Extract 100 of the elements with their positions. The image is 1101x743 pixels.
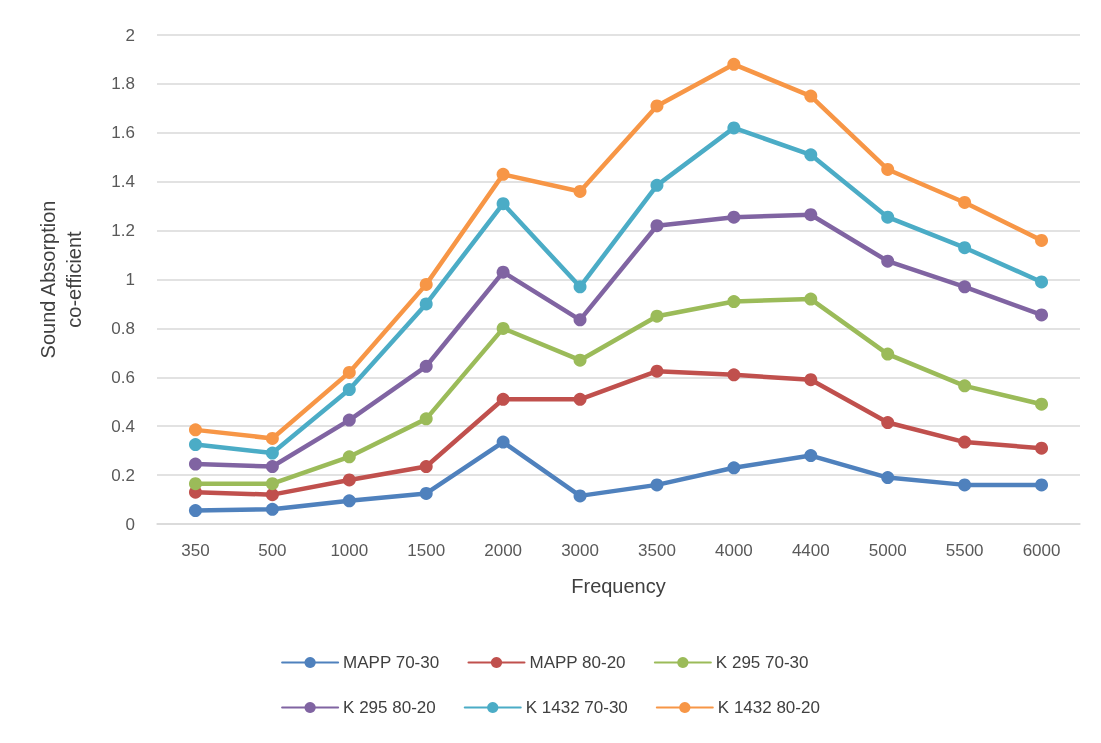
point xyxy=(727,295,741,308)
legend-label: MAPP 70-30 xyxy=(343,653,440,672)
point xyxy=(342,473,356,487)
point xyxy=(958,241,972,255)
point xyxy=(419,460,433,474)
legend-label: K 1432 70-30 xyxy=(525,698,628,717)
point xyxy=(419,277,433,291)
point xyxy=(804,208,818,222)
x-axis-title: Frequency xyxy=(571,575,666,597)
point xyxy=(419,359,433,373)
x-tick-label: 5000 xyxy=(868,541,907,560)
y-axis-title: Sound Absorption co-efficient xyxy=(37,200,85,359)
point xyxy=(265,446,279,460)
point xyxy=(496,265,510,279)
y-tick-label: 1 xyxy=(125,270,135,289)
y-tick-label: 0.2 xyxy=(111,465,135,485)
point xyxy=(650,364,664,378)
point xyxy=(1035,397,1049,411)
point xyxy=(496,197,510,211)
point xyxy=(496,321,510,335)
legend-label: K 295 70-30 xyxy=(715,653,809,672)
point xyxy=(881,254,895,268)
point xyxy=(804,148,818,162)
point xyxy=(573,280,587,294)
point xyxy=(342,413,356,427)
point xyxy=(650,219,664,233)
point xyxy=(188,457,202,471)
point xyxy=(265,477,279,491)
x-tick-label: 5500 xyxy=(945,541,984,560)
point xyxy=(881,416,895,430)
point xyxy=(958,280,972,294)
point xyxy=(958,478,972,492)
point xyxy=(342,494,356,508)
point xyxy=(188,438,202,452)
point xyxy=(727,57,741,71)
point xyxy=(573,489,587,503)
y-tick-label: 0.4 xyxy=(111,416,135,436)
x-tick-label: 3000 xyxy=(561,541,599,560)
point xyxy=(1035,233,1049,247)
x-tick-label: 350 xyxy=(181,541,210,560)
point xyxy=(342,365,356,379)
point xyxy=(496,167,510,181)
point xyxy=(496,392,510,406)
point xyxy=(727,461,741,475)
y-tick-label: 0 xyxy=(125,514,135,534)
y-tick-label: 1.2 xyxy=(111,221,135,241)
point xyxy=(804,449,818,463)
point xyxy=(265,488,279,502)
point xyxy=(650,178,664,192)
x-tick-label: 3500 xyxy=(638,541,676,560)
x-tick-label: 4400 xyxy=(791,541,830,560)
x-tick-label: 1000 xyxy=(330,541,369,560)
point xyxy=(188,423,202,437)
point xyxy=(804,373,818,387)
point xyxy=(419,486,433,500)
point xyxy=(419,297,433,311)
point xyxy=(1035,275,1049,289)
point xyxy=(573,184,587,198)
point xyxy=(650,99,664,113)
point xyxy=(881,471,895,485)
point xyxy=(804,89,818,103)
x-tick-label: 500 xyxy=(258,541,287,560)
point xyxy=(804,292,818,306)
point xyxy=(1035,441,1049,455)
point xyxy=(342,383,356,397)
legend-label: K 1432 80-20 xyxy=(717,698,820,717)
point xyxy=(1035,478,1049,492)
point xyxy=(1035,308,1049,322)
point xyxy=(188,504,202,518)
y-tick-label: 1.4 xyxy=(111,172,135,192)
y-tick-label: 2 xyxy=(125,25,135,45)
y-tick-label: 1.6 xyxy=(111,123,135,143)
point xyxy=(265,502,279,516)
point xyxy=(727,121,741,135)
legend-label: MAPP 80-20 xyxy=(529,653,626,672)
point xyxy=(573,313,587,327)
point xyxy=(881,162,895,176)
point xyxy=(881,210,895,224)
point xyxy=(265,460,279,474)
legend-label: K 295 80-20 xyxy=(343,698,436,717)
point xyxy=(958,379,972,393)
point xyxy=(727,210,741,224)
point xyxy=(573,392,587,406)
x-tick-label: 4000 xyxy=(714,541,753,560)
x-tick-label: 6000 xyxy=(1022,541,1061,560)
point xyxy=(727,368,741,382)
point xyxy=(419,412,433,426)
y-tick-label: 0.8 xyxy=(111,318,135,338)
point xyxy=(958,195,972,209)
point xyxy=(573,353,587,367)
point xyxy=(496,435,510,449)
y-tick-label: 0.6 xyxy=(111,367,135,387)
x-tick-label: 2000 xyxy=(484,541,523,560)
point xyxy=(650,478,664,492)
point xyxy=(265,431,279,445)
point xyxy=(650,309,664,323)
point xyxy=(188,477,202,491)
point xyxy=(881,347,895,361)
point xyxy=(958,435,972,449)
y-tick-label: 1.8 xyxy=(111,74,135,94)
